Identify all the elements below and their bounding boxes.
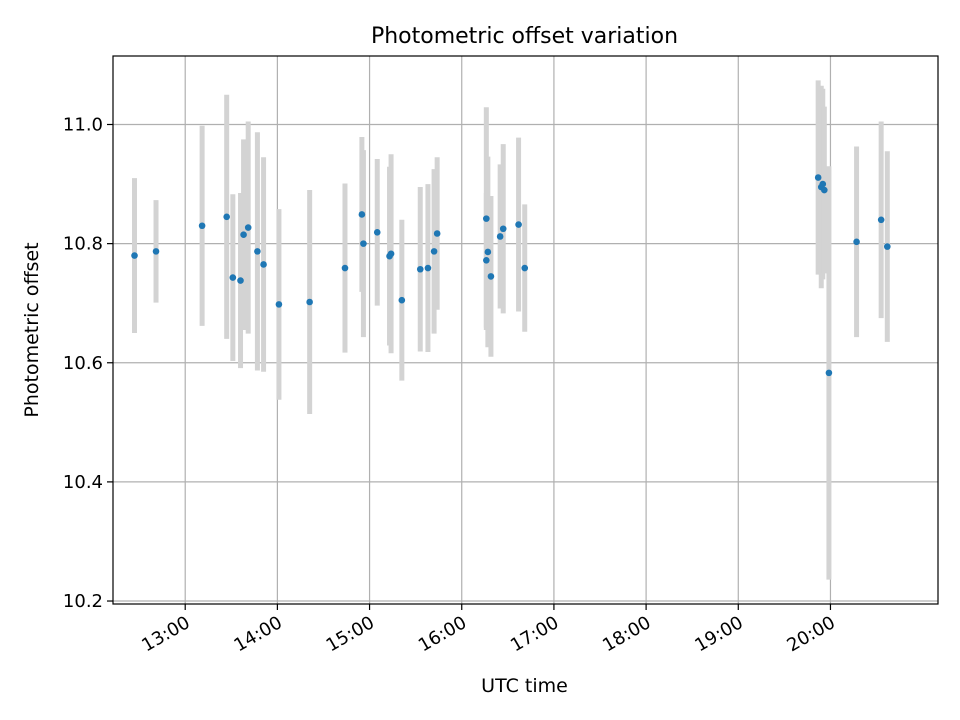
data-point [521,264,529,272]
data-point [358,211,366,218]
data-point [244,224,252,231]
y-tick-label: 10.4 [63,472,103,493]
data-point [821,186,828,194]
data-point [424,264,432,272]
data-point [825,369,833,377]
data-points [131,174,891,377]
data-point [360,240,367,247]
data-point [131,252,138,259]
data-point [483,215,490,222]
plot-frame [112,55,939,605]
data-point [373,229,381,236]
y-tick-label: 11.0 [63,115,103,136]
y-tick-label: 10.6 [63,353,103,374]
data-point [853,238,860,246]
data-point [433,230,441,237]
data-point [260,261,267,268]
data-point [198,222,206,230]
data-point [884,243,891,250]
data-point [819,180,827,188]
data-point [152,248,160,255]
data-point [877,216,885,224]
data-point [223,213,230,221]
data-point [240,231,247,238]
data-point [229,274,237,281]
data-point [341,264,349,272]
data-point [515,221,522,228]
data-point [814,174,822,181]
data-point [487,273,495,280]
y-tick-label: 10.8 [63,234,103,255]
data-point [398,296,406,304]
data-point [254,248,261,255]
y-axis-label: Photometric offset [21,242,43,417]
x-axis-label: UTC time [481,675,568,697]
data-point [483,257,490,264]
data-point [237,277,244,284]
data-point [484,248,492,256]
data-point [430,248,438,255]
data-point [496,233,504,240]
data-point [387,250,395,258]
y-tick-label: 10.2 [63,591,103,612]
data-point [499,225,507,233]
data-point [416,265,424,273]
data-point [306,298,313,306]
data-point [275,301,283,308]
chart-title: Photometric offset variation [371,24,678,49]
y-axis: 10.2 10.4 10.6 10.8 11.0 [63,115,113,612]
